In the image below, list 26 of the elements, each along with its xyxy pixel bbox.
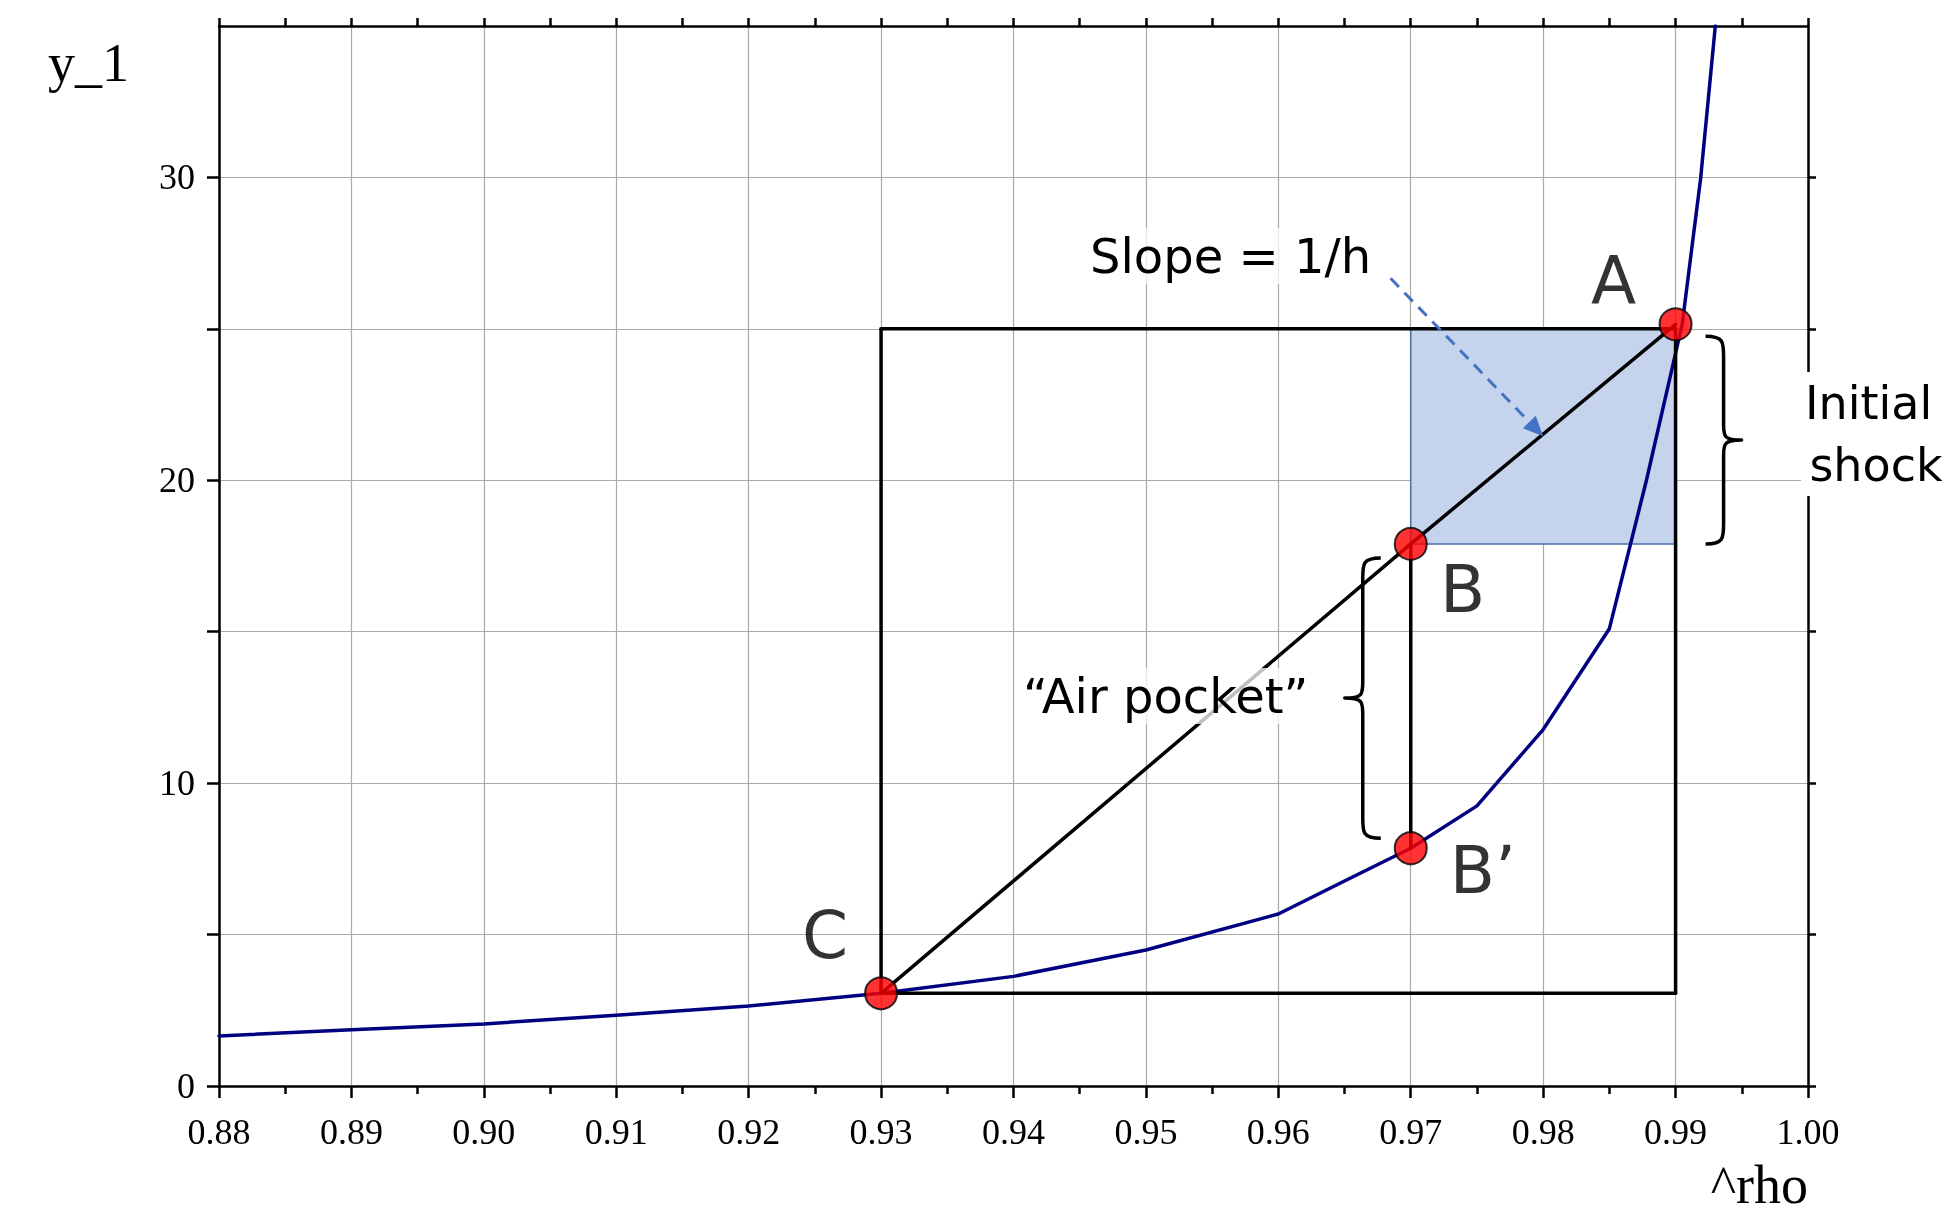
annotation: Initial shock [1805,376,1947,493]
x-tick-label: 0.99 [1644,1112,1708,1152]
x-tick-label: 0.92 [717,1112,781,1152]
x-tick-label: 0.93 [849,1112,913,1152]
y-axis-title: y_1 [48,33,129,93]
data-label: C [802,896,849,974]
y-tick-label: 20 [159,460,195,501]
annotation: Slope = 1/h [1090,228,1372,285]
x-tick-label: 0.94 [982,1112,1045,1152]
annotation: “Air pocket” [1023,668,1309,725]
x-tick-label: 0.90 [452,1112,516,1152]
x-tick-label: 0.89 [319,1112,383,1152]
x-tick-label: 0.98 [1511,1112,1575,1152]
y-tick-label: 30 [159,157,195,198]
x-tick-label: 0.97 [1379,1112,1443,1152]
x-tick-label: 0.88 [187,1112,251,1152]
x-tick-label: 0.95 [1114,1112,1178,1152]
x-tick-label: 0.96 [1246,1112,1310,1152]
y-tick-label: 10 [159,763,195,804]
x-tick-label: 1.00 [1776,1112,1840,1152]
y-tick-label: 0 [177,1066,195,1106]
x-axis-title: ^rho [1710,1155,1808,1215]
x-tick-label: 0.91 [584,1112,648,1152]
data-label: B’ [1449,831,1516,909]
data-label: B [1440,551,1486,629]
data-label: A [1591,241,1637,319]
